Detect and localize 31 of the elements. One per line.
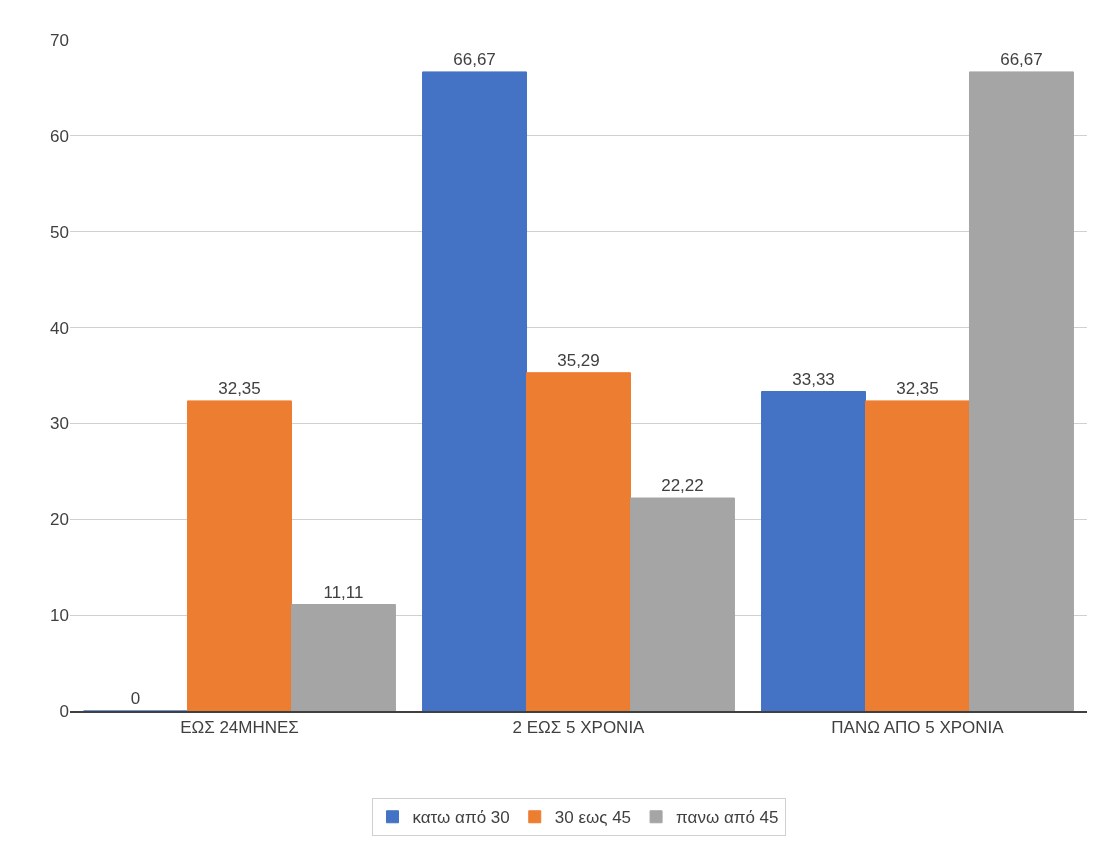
bar bbox=[968, 71, 1074, 711]
x-tick-label: ΕΩΣ 24ΜΗΝΕΣ bbox=[180, 718, 299, 738]
legend-label: κατω από 30 bbox=[412, 808, 510, 828]
bar bbox=[761, 391, 867, 711]
data-label: 33,33 bbox=[792, 369, 835, 389]
bar bbox=[422, 71, 528, 711]
bar bbox=[526, 372, 631, 711]
y-tick-label: 60 bbox=[50, 126, 69, 146]
bar bbox=[187, 400, 292, 711]
data-label: 11,11 bbox=[323, 582, 364, 602]
bar bbox=[865, 400, 970, 711]
bar bbox=[290, 604, 396, 711]
bar bbox=[629, 497, 735, 711]
data-label: 66,67 bbox=[1000, 49, 1043, 69]
y-tick-label: 20 bbox=[50, 510, 69, 530]
data-label: 32,35 bbox=[218, 378, 261, 398]
y-tick-label: 0 bbox=[59, 701, 69, 721]
data-label: 32,35 bbox=[896, 378, 939, 398]
legend-label: πανω από 45 bbox=[676, 808, 779, 828]
data-label: 35,29 bbox=[557, 350, 600, 370]
data-label: 22,22 bbox=[661, 476, 704, 496]
y-tick-label: 70 bbox=[50, 30, 69, 50]
x-tick-label: 2 ΕΩΣ 5 ΧΡΟΝΙΑ bbox=[512, 718, 646, 738]
legend-label: 30 εως 45 bbox=[554, 808, 632, 828]
x-tick-label: ΠΑΝΩ ΑΠΟ 5 ΧΡΟΝΙΑ bbox=[831, 718, 1005, 738]
y-tick-label: 40 bbox=[50, 318, 69, 338]
y-tick-label: 10 bbox=[50, 606, 69, 626]
y-tick-label: 50 bbox=[50, 222, 69, 242]
y-tick-label: 30 bbox=[50, 414, 69, 434]
data-label: 66,67 bbox=[453, 49, 496, 69]
data-label: 0 bbox=[130, 689, 141, 708]
